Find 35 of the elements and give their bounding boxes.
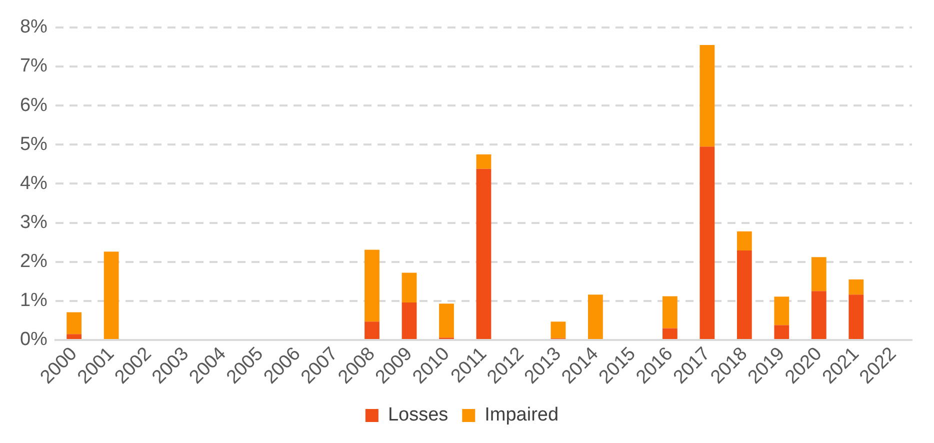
bar <box>402 272 417 302</box>
bar <box>588 294 603 339</box>
bar <box>476 154 492 169</box>
y-tick-label: 7% <box>20 56 48 77</box>
bar <box>476 168 492 339</box>
bar <box>700 146 715 339</box>
y-tick-label: 1% <box>20 290 48 312</box>
bar <box>774 296 790 326</box>
bar <box>662 328 678 339</box>
bar <box>66 312 82 334</box>
bar <box>848 294 864 339</box>
bar <box>550 322 566 338</box>
bar <box>66 334 82 339</box>
bar <box>364 322 380 339</box>
y-tick-label: 3% <box>20 212 48 234</box>
y-tick-label: 8% <box>20 16 48 38</box>
y-tick-label: 0% <box>20 329 48 350</box>
y-tick-label: 2% <box>20 251 48 272</box>
bar <box>774 325 790 339</box>
y-tick-label: 5% <box>20 134 48 155</box>
bar <box>402 302 417 339</box>
bar <box>736 231 752 251</box>
bar <box>104 252 119 339</box>
legend-label: Impaired <box>484 404 559 426</box>
bar <box>439 304 454 338</box>
bar <box>848 279 864 295</box>
bar <box>662 296 678 328</box>
bar <box>811 257 826 292</box>
bar <box>700 44 715 147</box>
y-tick-label: 4% <box>20 172 48 194</box>
y-tick-label: 6% <box>20 94 48 116</box>
bar <box>736 250 752 339</box>
bar <box>811 291 826 339</box>
bar <box>364 250 380 322</box>
legend-label: Losses <box>388 404 448 426</box>
